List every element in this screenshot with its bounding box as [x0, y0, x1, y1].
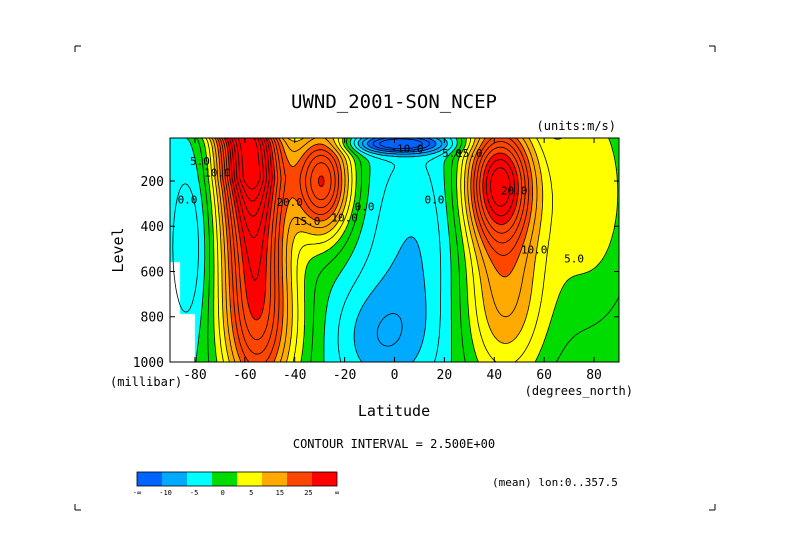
- contour-line: [208, 138, 544, 362]
- contour-labels: -10.00.00.00.05.05.010.010.010.015.015.0…: [178, 143, 584, 266]
- x-tick-label: -80: [183, 368, 206, 383]
- contour-line: [353, 138, 448, 362]
- contour-line: [225, 138, 515, 281]
- x-tick-label: -40: [283, 368, 306, 383]
- colorbar-swatch: [287, 472, 312, 486]
- y-tick-label: 800: [141, 311, 164, 326]
- contour-line: [205, 138, 553, 362]
- contour-line: [230, 138, 268, 217]
- x-tick-label: 60: [536, 368, 552, 383]
- colorbar-swatch: [312, 472, 337, 486]
- units-label: (units:m/s): [537, 119, 616, 133]
- x-tick-label: 80: [586, 368, 602, 383]
- y-tick-label: 600: [141, 265, 164, 280]
- y-axis-ticks: 200 400 600 800 1000: [133, 175, 619, 371]
- x-unit-label: (degrees_north): [525, 384, 633, 398]
- y-unit-label: (millibar): [110, 375, 182, 389]
- x-axis-ticks: -80 -60 -40 -20 0 20 40 60 80: [183, 138, 602, 383]
- colorbar-swatch: [162, 472, 187, 486]
- contour-label: 0.0: [355, 200, 375, 213]
- contour-label: 15.0: [294, 215, 321, 228]
- contour-label: 0.0: [178, 194, 198, 207]
- contour-label: 0.0: [424, 194, 444, 207]
- colorbar-swatch: [187, 472, 212, 486]
- contour-line: [172, 138, 453, 362]
- y-axis-label: Level: [109, 227, 127, 272]
- contour-label: 20.0: [276, 196, 303, 209]
- contour-label: -10.0: [390, 143, 423, 156]
- colorbar-frame: [136, 471, 338, 487]
- colorbar: -∞ -10 -5 0 5 15 25 ∞: [133, 471, 339, 497]
- page-corner-marks: [74, 45, 716, 511]
- x-tick-label: 20: [437, 368, 453, 383]
- colorbar-swatch: [137, 472, 162, 486]
- colorbar-label: -∞: [133, 489, 141, 497]
- contour-line: [379, 138, 423, 149]
- contour-label: 15.0: [456, 147, 483, 160]
- contour-line: [223, 138, 519, 321]
- colorbar-swatch: [212, 472, 237, 486]
- colorbar-label: 15: [276, 489, 284, 497]
- contour-line: [362, 138, 443, 347]
- x-axis-label: Latitude: [358, 402, 430, 420]
- plot-area: -10.00.00.00.05.05.010.010.010.015.015.0…: [170, 138, 619, 362]
- colorbar-swatch: [237, 472, 262, 486]
- colorbar-label: ∞: [335, 489, 339, 497]
- x-tick-label: 0: [391, 368, 399, 383]
- colorbar-label: 5: [249, 489, 253, 497]
- colorbar-label: 0: [221, 489, 225, 497]
- contour-line: [228, 138, 511, 238]
- colorbar-label: -10: [159, 489, 172, 497]
- y-tick-label: 200: [141, 175, 164, 190]
- mean-text: (mean) lon:0..357.5: [492, 476, 618, 489]
- y-tick-label: 1000: [133, 356, 164, 371]
- contour-line: [237, 138, 261, 190]
- contour-interval-text: CONTOUR INTERVAL = 2.500E+00: [293, 437, 495, 451]
- contour-line: [233, 138, 265, 202]
- contour-label: 5.0: [442, 147, 462, 160]
- contour-line: [196, 138, 619, 362]
- heatmap-fill: [170, 138, 619, 362]
- colorbar-swatch: [262, 472, 287, 486]
- colorbar-label: 25: [304, 489, 312, 497]
- contour-line: [221, 138, 523, 341]
- contour-label: 20.0: [501, 185, 528, 198]
- contour-label: 10.0: [331, 212, 358, 225]
- contour-label: 10.0: [204, 167, 231, 180]
- chart-title: UWND_2001-SON_NCEP: [291, 91, 497, 113]
- contour-line: [367, 138, 437, 153]
- contour-label: 10.0: [521, 243, 548, 256]
- y-tick-label: 400: [141, 220, 164, 235]
- x-tick-label: 40: [486, 368, 502, 383]
- colorbar-label: -5: [190, 489, 198, 497]
- contour-line: [372, 138, 430, 151]
- contour-label: 5.0: [190, 155, 210, 168]
- contour-label: 5.0: [564, 252, 584, 265]
- x-tick-label: -20: [333, 368, 356, 383]
- x-tick-label: -60: [233, 368, 256, 383]
